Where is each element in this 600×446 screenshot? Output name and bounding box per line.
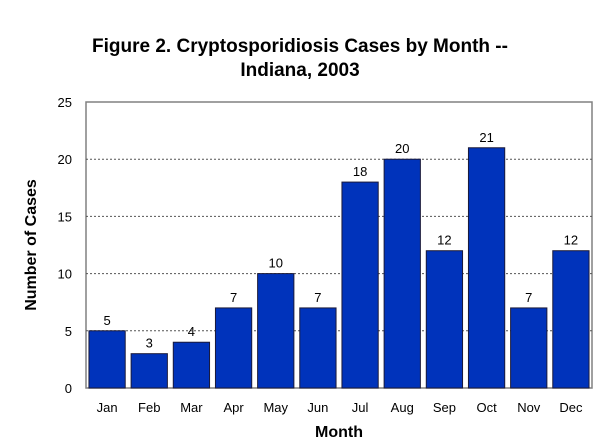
y-tick-label: 10 [58, 267, 72, 282]
chart-title-line1: Figure 2. Cryptosporidiosis Cases by Mon… [92, 36, 508, 57]
data-label: 4 [188, 324, 195, 339]
bar-mar [172, 341, 211, 389]
data-label: 10 [269, 256, 283, 271]
y-tick-label: 15 [58, 209, 72, 224]
x-tick-label: Aug [391, 400, 414, 415]
bar-aug [383, 158, 421, 389]
data-label: 12 [564, 233, 578, 248]
bar-may [257, 273, 295, 389]
x-tick-label: Mar [180, 400, 203, 415]
x-tick-label: Feb [138, 400, 160, 415]
x-tick-label: Oct [476, 400, 497, 415]
data-label: 3 [146, 336, 153, 351]
data-label: 20 [395, 141, 409, 156]
bar-jan [88, 330, 126, 389]
y-tick-label: 0 [65, 381, 72, 396]
x-tick-label: May [263, 400, 288, 415]
plot-area [85, 101, 593, 389]
x-tick-label: Dec [559, 400, 583, 415]
y-tick-label: 20 [58, 152, 72, 167]
x-tick-label: Apr [223, 400, 244, 415]
bar-dec [552, 250, 590, 389]
x-tick-label: Jul [352, 400, 369, 415]
x-tick-label: Jun [307, 400, 328, 415]
data-label: 7 [314, 290, 321, 305]
y-axis-title: Number of Cases [23, 179, 40, 311]
y-tick-label: 5 [65, 324, 72, 339]
data-label: 18 [353, 164, 367, 179]
bar-jun [299, 307, 337, 389]
bar-oct [467, 147, 506, 389]
chart-title-line2: Indiana, 2003 [240, 60, 360, 81]
bar-sep [425, 250, 464, 389]
bar-feb [130, 353, 168, 389]
data-label: 21 [479, 130, 493, 145]
y-tick-label: 25 [58, 95, 72, 110]
data-label: 12 [437, 233, 451, 248]
bar-apr [214, 307, 253, 389]
x-tick-label: Jan [97, 400, 118, 415]
data-label: 7 [525, 290, 532, 305]
bar-jul [341, 181, 379, 389]
x-tick-label: Sep [433, 400, 456, 415]
x-tick-label: Nov [517, 400, 541, 415]
data-label: 5 [103, 313, 110, 328]
data-label: 7 [230, 290, 237, 305]
bar-nov [510, 307, 548, 389]
x-axis-title: Month [315, 424, 363, 441]
